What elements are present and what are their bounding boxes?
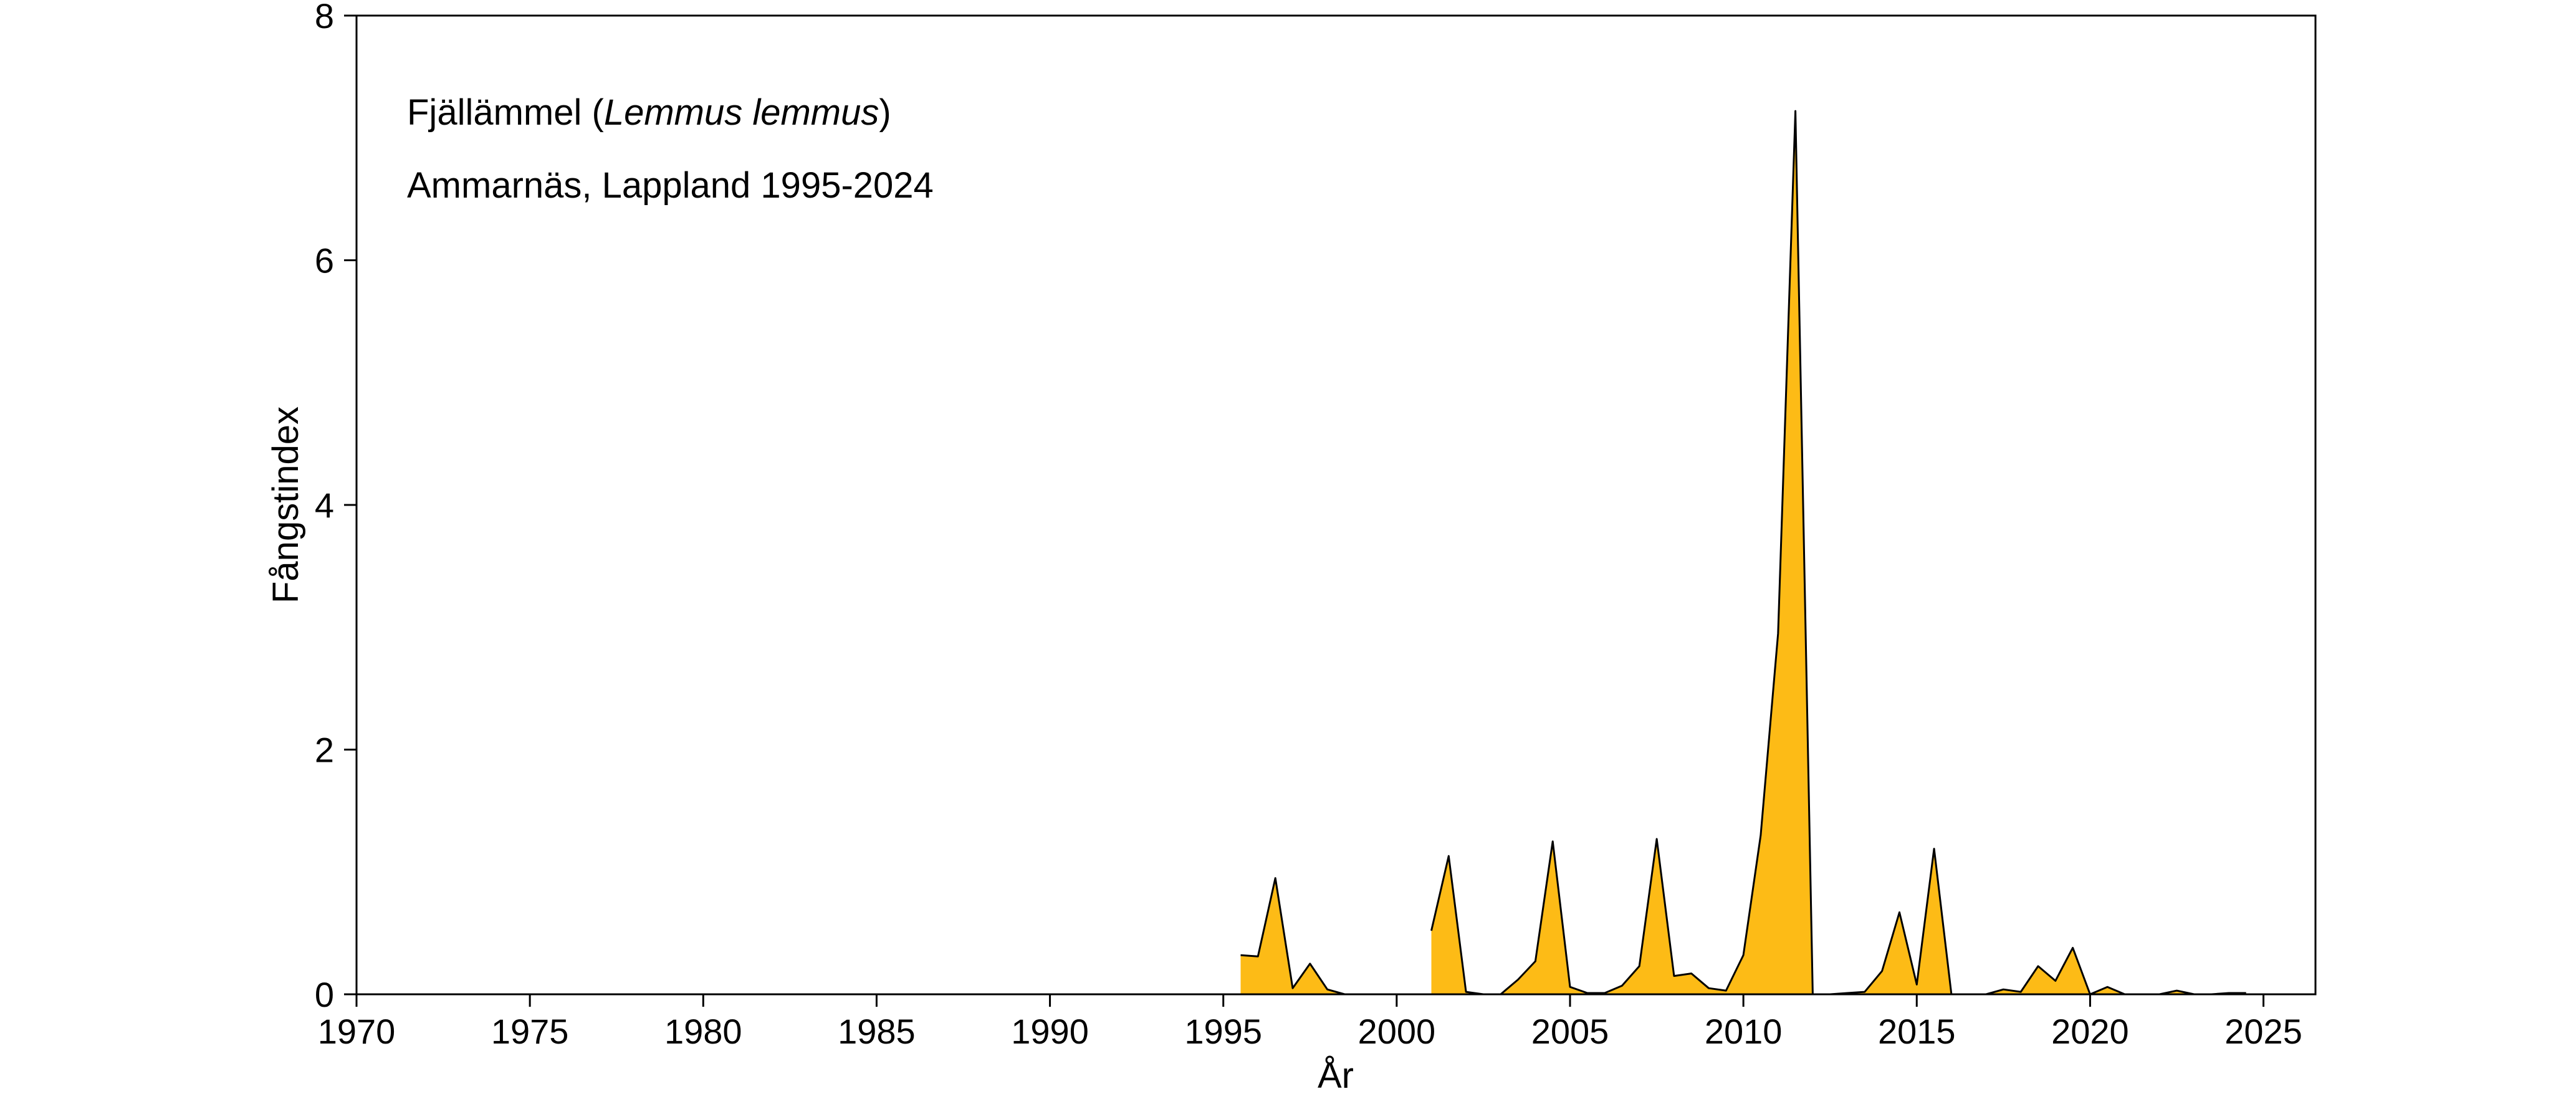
- x-tick-label: 2015: [1878, 1012, 1956, 1051]
- y-axis-ticks: 0 2 4 6 8: [315, 0, 357, 1014]
- y-axis-title: Fångstindex: [266, 406, 306, 603]
- species-common-name: Fjällämmel (: [407, 92, 604, 133]
- area-segment-4: [1968, 948, 2246, 994]
- x-tick-label: 1985: [838, 1012, 916, 1051]
- x-tick-label: 1990: [1011, 1012, 1089, 1051]
- x-tick-label: 1975: [491, 1012, 569, 1051]
- area-outline-3: [1830, 848, 1953, 996]
- y-tick-label: 6: [315, 241, 334, 281]
- area-outline-2: [1430, 110, 1814, 996]
- x-axis-ticks: 1970 1975 1980 1985 1990 1995 2000 2005 2010 2015…: [318, 994, 2302, 1051]
- area-segment-1: [1240, 878, 1432, 994]
- species-latin-name: Lemmus lemmus: [604, 92, 879, 133]
- y-tick-label: 2: [315, 731, 334, 770]
- area-outline-4: [1968, 946, 2246, 996]
- y-tick-label: 8: [315, 0, 334, 36]
- area-segment-2: [1431, 111, 1813, 995]
- x-tick-label: 2020: [2051, 1012, 2129, 1051]
- y-tick-label: 4: [315, 486, 334, 525]
- x-tick-label: 2005: [1531, 1012, 1609, 1051]
- x-tick-label: 2000: [1358, 1012, 1436, 1051]
- plot-marks: [357, 110, 2315, 996]
- area-segment-3: [1830, 848, 1951, 994]
- x-tick-label: 1980: [664, 1012, 742, 1051]
- y-tick-label: 0: [315, 975, 334, 1014]
- x-axis-title: År: [1318, 1055, 1354, 1096]
- location-annotation: Ammarnäs, Lappland 1995-2024: [407, 165, 934, 206]
- x-tick-label: 2010: [1705, 1012, 1783, 1051]
- species-close-paren: ): [879, 92, 891, 133]
- x-tick-label: 1970: [318, 1012, 396, 1051]
- plot-frame: [355, 14, 2317, 996]
- species-annotation: Fjällämmel (Lemmus lemmus): [407, 92, 891, 133]
- x-tick-label: 1995: [1184, 1012, 1262, 1051]
- x-tick-label: 2025: [2224, 1012, 2302, 1051]
